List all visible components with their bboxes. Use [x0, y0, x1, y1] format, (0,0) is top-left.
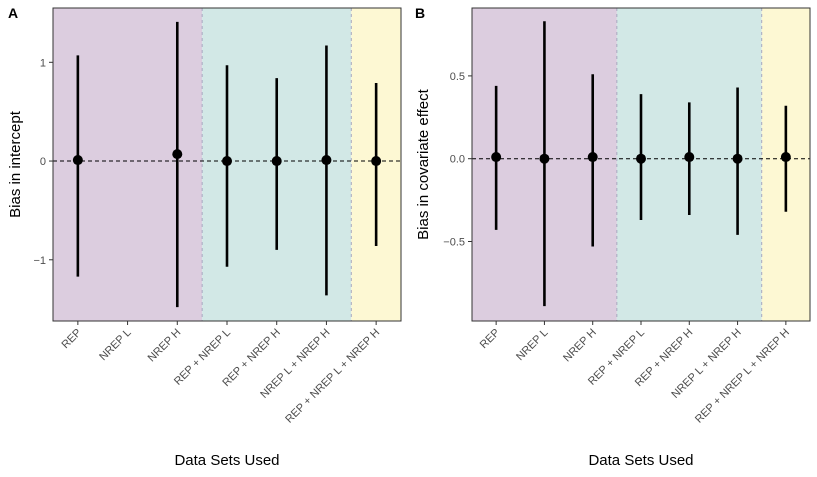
y-tick-label: 0.0	[450, 154, 465, 166]
y-tick-label: −1	[33, 255, 46, 267]
x-tick-label: NREP H	[146, 327, 184, 365]
x-axis-title: Data Sets Used	[588, 452, 693, 469]
estimate-point	[539, 153, 550, 164]
estimate-point	[371, 156, 382, 167]
estimate-point	[587, 152, 598, 163]
y-tick-label: 1	[40, 57, 46, 69]
x-tick-label: REP + NREP L + NREP H	[693, 327, 792, 426]
estimate-point	[636, 153, 646, 164]
estimate-point	[491, 152, 502, 163]
x-tick-label: REP	[59, 327, 83, 351]
estimate-point	[271, 156, 282, 167]
estimate-point	[72, 155, 83, 166]
panel-label: A	[8, 5, 18, 21]
estimate-point	[684, 152, 695, 163]
y-tick-label: −0.5	[443, 237, 465, 249]
x-axis-title: Data Sets Used	[174, 452, 279, 469]
x-tick-label: REP	[478, 327, 502, 351]
x-tick-label: REP + NREP L + NREP H	[283, 327, 382, 426]
estimate-point	[222, 156, 232, 167]
x-tick-label: NREP H	[561, 327, 599, 365]
estimate-point	[172, 149, 183, 160]
y-tick-label: 0	[40, 156, 46, 168]
x-tick-label: NREP L	[514, 327, 550, 363]
x-tick-label: NREP L	[97, 327, 133, 363]
shaded-region	[53, 8, 203, 321]
y-axis-title: Bias in covariate effect	[415, 88, 432, 239]
y-axis-title: Bias in intercept	[7, 110, 24, 218]
panel-label: B	[415, 5, 425, 21]
estimate-point	[780, 152, 791, 163]
estimate-point	[321, 155, 332, 166]
y-tick-label: 0.5	[450, 71, 465, 83]
estimate-point	[732, 153, 743, 164]
